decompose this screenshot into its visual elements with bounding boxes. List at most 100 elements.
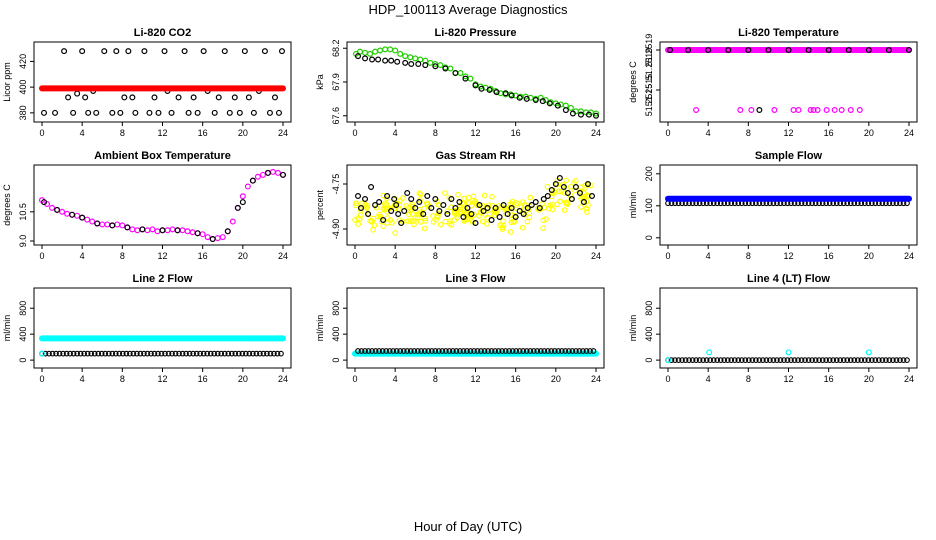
- data-point: [69, 211, 76, 218]
- data-point: [432, 348, 439, 354]
- data-point: [584, 181, 591, 188]
- data-point: [358, 348, 365, 354]
- x-tick-label: 4: [80, 374, 85, 384]
- data-point: [204, 234, 211, 241]
- data-point: [280, 171, 287, 178]
- x-tick-label: 4: [393, 251, 398, 261]
- data-point: [235, 350, 242, 357]
- data-point: [788, 357, 794, 363]
- data-point: [417, 191, 424, 198]
- data-point: [876, 357, 882, 363]
- data-point: [408, 196, 415, 203]
- data-point: [672, 357, 678, 363]
- data-point: [139, 226, 146, 233]
- data-point: [489, 193, 495, 200]
- data-point: [379, 348, 386, 354]
- data-point: [552, 181, 559, 188]
- data-point: [412, 55, 419, 62]
- data-point: [481, 192, 488, 199]
- data-point: [420, 211, 427, 218]
- data-point: [260, 350, 267, 357]
- data-point: [443, 348, 449, 354]
- data-point: [858, 357, 865, 363]
- data-point: [777, 357, 784, 363]
- y-tick-label: 10.5: [18, 203, 28, 221]
- x-tick-label: 16: [511, 374, 521, 384]
- data-point: [439, 348, 446, 354]
- data-point: [566, 348, 572, 354]
- x-tick-label: 4: [706, 251, 711, 261]
- data-point: [897, 357, 903, 363]
- x-tick-label: 12: [157, 251, 167, 261]
- x-tick-label: 24: [904, 374, 914, 384]
- data-point: [488, 217, 495, 224]
- data-point: [763, 357, 770, 363]
- data-point: [509, 348, 516, 354]
- data-point: [465, 194, 472, 201]
- y-tick-label: 51.2515: [644, 84, 654, 117]
- data-point: [476, 202, 483, 209]
- data-point: [580, 199, 587, 206]
- data-point: [555, 188, 562, 195]
- data-point: [444, 208, 451, 215]
- data-point: [386, 348, 393, 354]
- data-point: [421, 225, 428, 232]
- data-point: [432, 63, 439, 70]
- data-point: [455, 191, 461, 198]
- data-point: [807, 106, 814, 113]
- data-point: [499, 348, 505, 354]
- data-point: [185, 109, 192, 116]
- y-tick-label: 67.6: [331, 107, 341, 125]
- data-point: [254, 173, 261, 180]
- data-point: [41, 109, 48, 116]
- data-point: [141, 350, 147, 357]
- x-tick-label: 0: [352, 374, 357, 384]
- data-point: [735, 357, 742, 363]
- data-point: [851, 357, 858, 363]
- data-point: [355, 221, 362, 227]
- data-point: [585, 192, 592, 199]
- data-point: [810, 106, 817, 113]
- y-tick-label: -4.90: [331, 219, 341, 240]
- data-point: [221, 350, 228, 357]
- data-point: [383, 201, 390, 208]
- data-point: [165, 350, 172, 357]
- panel-5: Gas Stream RH percent 0 4 8 12 16 20 24 -4.90 -4.7…: [315, 150, 605, 261]
- data-point: [376, 199, 383, 206]
- data-point: [823, 357, 830, 363]
- data-point: [375, 56, 382, 63]
- data-point: [588, 193, 595, 200]
- data-point: [524, 205, 531, 212]
- data-point: [717, 357, 724, 363]
- data-point: [592, 112, 599, 119]
- x-tick-label: 12: [783, 251, 793, 261]
- data-point: [705, 46, 712, 53]
- data-point: [795, 357, 801, 363]
- data-point: [225, 350, 232, 357]
- y-tick-label: 0: [18, 358, 28, 363]
- data-point: [406, 211, 412, 218]
- data-point: [771, 106, 778, 113]
- data-point: [513, 200, 520, 206]
- data-point: [144, 350, 151, 357]
- data-point: [479, 218, 486, 225]
- data-point: [56, 350, 63, 357]
- data-point: [402, 59, 409, 66]
- data-point: [84, 216, 91, 223]
- data-point: [376, 348, 382, 354]
- data-point: [476, 213, 482, 219]
- data-point: [510, 218, 517, 225]
- data-point: [204, 350, 211, 357]
- data-point: [397, 348, 404, 354]
- data-point: [457, 210, 464, 217]
- data-point: [137, 350, 144, 357]
- data-point: [548, 187, 555, 194]
- data-point: [427, 59, 434, 66]
- x-tick-label: 0: [352, 128, 357, 138]
- data-point: [380, 192, 387, 199]
- y-tick-label: 9.0: [18, 235, 28, 248]
- y-axis-label: percent: [315, 189, 325, 220]
- data-point: [236, 109, 243, 116]
- data-point: [396, 201, 403, 208]
- data-point: [437, 221, 444, 228]
